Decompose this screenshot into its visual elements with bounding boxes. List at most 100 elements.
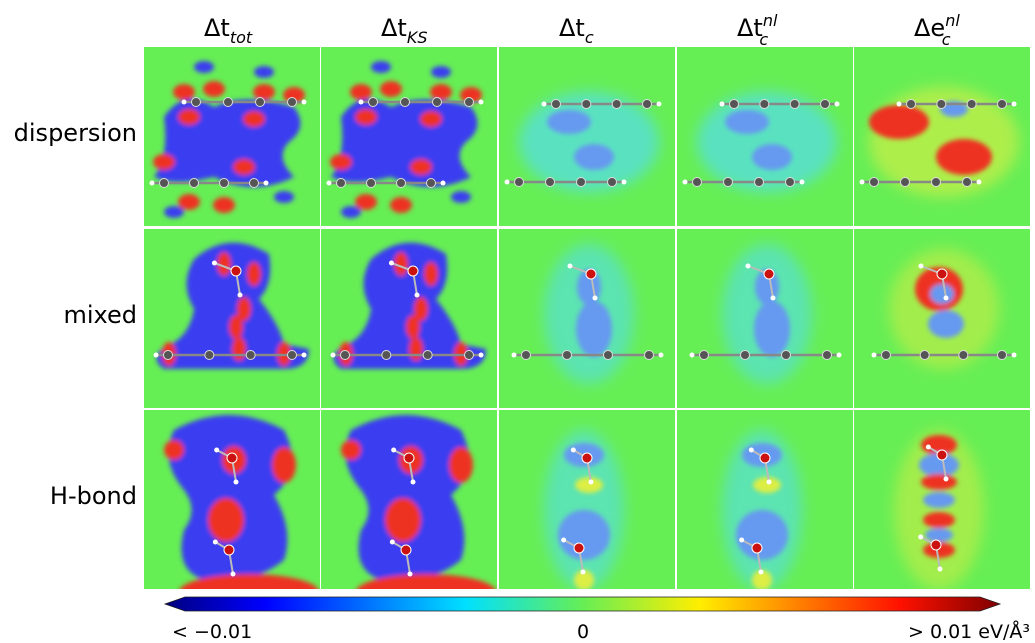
density-blob bbox=[371, 61, 391, 73]
atom bbox=[759, 452, 771, 464]
density-blob bbox=[333, 242, 486, 369]
panel bbox=[677, 47, 853, 226]
density-blob bbox=[574, 144, 614, 170]
atom bbox=[511, 352, 517, 358]
density-blob bbox=[156, 242, 309, 369]
atom bbox=[966, 99, 977, 109]
density-blob bbox=[385, 498, 421, 542]
panel bbox=[144, 229, 320, 408]
atom bbox=[211, 260, 217, 266]
density-blob bbox=[576, 301, 612, 357]
atom bbox=[751, 542, 763, 554]
atom bbox=[785, 177, 795, 187]
header-base: Δt bbox=[559, 14, 585, 42]
atom bbox=[919, 350, 930, 360]
atom bbox=[748, 447, 754, 453]
panel bbox=[144, 47, 320, 226]
header-base: Δt bbox=[204, 14, 230, 42]
density-blob bbox=[154, 99, 301, 187]
density-blob bbox=[173, 84, 195, 100]
density-blob bbox=[178, 194, 200, 210]
atom bbox=[642, 99, 652, 109]
atom bbox=[366, 178, 376, 188]
atom bbox=[414, 292, 420, 298]
colorbar-min-label: < −0.01 bbox=[172, 621, 252, 643]
density-blob bbox=[449, 447, 473, 483]
density-blob bbox=[272, 447, 296, 483]
atom bbox=[692, 177, 702, 187]
atom bbox=[581, 99, 592, 109]
atom bbox=[400, 97, 410, 107]
panel bbox=[144, 410, 320, 589]
row-label: dispersion bbox=[14, 119, 137, 147]
density-blob bbox=[930, 284, 954, 304]
density-blob bbox=[925, 528, 953, 542]
atom bbox=[1011, 352, 1017, 358]
atom bbox=[410, 479, 416, 485]
atom bbox=[834, 101, 840, 107]
density-blob bbox=[547, 110, 591, 134]
panel bbox=[321, 410, 497, 589]
blobs bbox=[547, 110, 614, 170]
density-blob bbox=[420, 111, 442, 127]
density-blob bbox=[237, 297, 251, 321]
atom bbox=[358, 99, 364, 105]
density-blob bbox=[213, 197, 235, 213]
atom bbox=[245, 350, 256, 360]
atom bbox=[997, 99, 1007, 109]
column-header: ΔtKS bbox=[381, 14, 427, 47]
density-blob bbox=[350, 84, 372, 100]
atom bbox=[896, 101, 902, 107]
atom bbox=[204, 350, 215, 360]
atom bbox=[607, 177, 617, 187]
atom bbox=[585, 268, 597, 280]
density-blob bbox=[355, 194, 377, 210]
atom bbox=[287, 350, 297, 360]
header-sub: KS bbox=[407, 28, 428, 47]
atom bbox=[407, 571, 413, 577]
atom bbox=[997, 350, 1007, 360]
density-blob bbox=[229, 315, 243, 339]
density-blob bbox=[869, 105, 929, 139]
density-blob bbox=[153, 154, 175, 170]
atom bbox=[381, 350, 392, 360]
panel-grid bbox=[144, 47, 1030, 589]
density-blob bbox=[274, 191, 294, 203]
atom bbox=[918, 263, 924, 269]
atom bbox=[407, 265, 419, 277]
atom bbox=[368, 97, 378, 107]
atom bbox=[881, 350, 891, 360]
atom bbox=[754, 177, 764, 187]
column-header: Δenl c bbox=[914, 11, 960, 49]
atom bbox=[149, 180, 155, 186]
atom bbox=[573, 542, 585, 554]
density-blob bbox=[345, 415, 469, 581]
atom bbox=[212, 539, 218, 545]
density-blob bbox=[247, 262, 261, 286]
density-blob bbox=[341, 206, 361, 218]
atom bbox=[389, 539, 395, 545]
atom bbox=[682, 179, 688, 185]
atom bbox=[592, 295, 598, 301]
density-blob bbox=[253, 84, 275, 100]
colorbar bbox=[163, 596, 1002, 612]
density-blob bbox=[430, 84, 452, 100]
blobs bbox=[915, 267, 964, 338]
atom bbox=[719, 101, 725, 107]
header-base: Δt bbox=[737, 14, 763, 42]
atom bbox=[836, 352, 842, 358]
density-blob bbox=[752, 144, 792, 170]
density-blob bbox=[414, 297, 428, 321]
atom bbox=[781, 350, 791, 360]
atom bbox=[820, 99, 830, 109]
atom bbox=[326, 180, 332, 186]
atom bbox=[570, 447, 576, 453]
density-blob bbox=[919, 453, 959, 477]
atom bbox=[925, 444, 931, 450]
atom bbox=[301, 352, 307, 358]
density-blob bbox=[194, 61, 214, 73]
density-blob bbox=[232, 337, 246, 361]
atom bbox=[937, 566, 943, 572]
atom bbox=[689, 352, 695, 358]
atom bbox=[567, 263, 573, 269]
